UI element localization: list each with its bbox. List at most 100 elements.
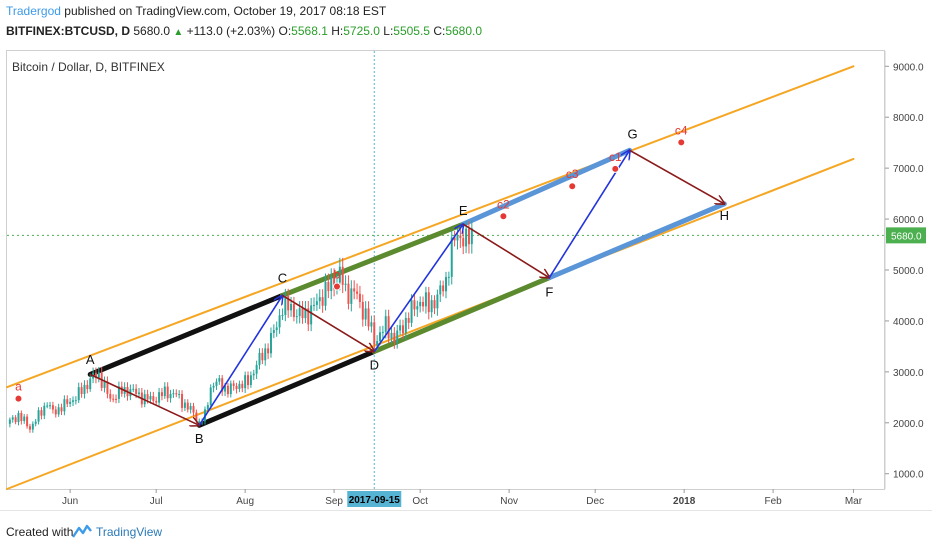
wave-point-label-g: G bbox=[627, 127, 637, 142]
candle-body bbox=[235, 385, 238, 389]
candle-body bbox=[135, 388, 138, 394]
candle-body bbox=[427, 292, 430, 313]
candle-body bbox=[31, 423, 34, 430]
candle-body bbox=[20, 413, 23, 421]
candle-body bbox=[60, 407, 63, 412]
candle-body bbox=[183, 402, 186, 408]
candle-body bbox=[26, 416, 29, 427]
candle-body bbox=[77, 387, 80, 401]
candle-body bbox=[158, 392, 161, 403]
candle-body bbox=[8, 419, 11, 424]
candle-body bbox=[269, 333, 272, 354]
candle-body bbox=[272, 330, 275, 334]
marker-label-c1: c1 bbox=[609, 150, 622, 164]
candle-body bbox=[301, 308, 304, 319]
x-tick-label: Aug bbox=[236, 496, 254, 507]
candle-body bbox=[146, 394, 149, 400]
marker-label-b: b bbox=[334, 268, 341, 282]
candle-body bbox=[275, 327, 278, 331]
x-tick-label: Mar bbox=[845, 496, 863, 507]
candle-body bbox=[83, 384, 86, 394]
candle-body bbox=[341, 266, 344, 285]
wave-point-label-f: F bbox=[545, 284, 553, 299]
candle-body bbox=[181, 393, 184, 408]
x-tick-label: Oct bbox=[412, 496, 428, 507]
chart-header: Tradergod published on TradingView.com, … bbox=[0, 0, 932, 44]
candle-body bbox=[465, 228, 468, 247]
candle-body bbox=[315, 301, 318, 305]
candle-body bbox=[34, 421, 37, 424]
author-link[interactable]: Tradergod bbox=[6, 4, 61, 18]
candle-body bbox=[267, 348, 270, 354]
candle-body bbox=[321, 297, 324, 306]
candle-body bbox=[422, 301, 425, 307]
candle-body bbox=[14, 417, 17, 423]
candle-body bbox=[298, 308, 301, 317]
candle-body bbox=[330, 276, 333, 292]
candle-body bbox=[401, 325, 404, 334]
candle-body bbox=[97, 372, 100, 379]
candle-body bbox=[155, 400, 158, 403]
candle-body bbox=[221, 378, 224, 392]
candle-body bbox=[333, 276, 336, 290]
candle-body bbox=[264, 348, 267, 361]
candle-body bbox=[281, 314, 284, 316]
candle-body bbox=[192, 406, 195, 413]
y-tick-label: 1000.0 bbox=[893, 470, 924, 481]
candle-body bbox=[456, 235, 459, 241]
candle-body bbox=[324, 281, 327, 306]
candle-body bbox=[238, 383, 241, 389]
y-tick-label: 3000.0 bbox=[893, 368, 924, 379]
marker-dot-c1 bbox=[611, 164, 620, 173]
channel-line-orange bbox=[6, 157, 855, 490]
candle-body bbox=[49, 405, 52, 407]
candle-body bbox=[433, 300, 436, 309]
candle-body bbox=[424, 292, 427, 307]
candle-body bbox=[347, 283, 350, 304]
price-chart[interactable]: Bitcoin / Dollar, D, BITFINEX 1000.0 2000.… bbox=[0, 0, 932, 510]
candle-body bbox=[278, 315, 281, 328]
candle-body bbox=[384, 316, 387, 332]
candle-body bbox=[17, 413, 20, 423]
wave-point-label-b: B bbox=[195, 431, 204, 446]
candle-body bbox=[367, 308, 370, 327]
candle-body bbox=[379, 332, 382, 342]
candle-body bbox=[120, 386, 123, 394]
x-tick-label: Jun bbox=[62, 496, 78, 507]
candle-body bbox=[284, 296, 287, 315]
candle-body bbox=[40, 410, 43, 416]
candle-body bbox=[229, 383, 232, 395]
open-value: 5568.1 bbox=[291, 24, 328, 38]
candle-body bbox=[46, 405, 49, 407]
candle-body bbox=[117, 386, 120, 399]
candle-body bbox=[467, 228, 470, 245]
wave-arrow-down bbox=[629, 149, 725, 203]
channel-line-black bbox=[87, 292, 285, 377]
candle-body bbox=[241, 383, 244, 389]
candle-body bbox=[396, 330, 399, 343]
candle-body bbox=[212, 385, 215, 388]
candle-body bbox=[186, 402, 189, 410]
candle-body bbox=[436, 294, 439, 309]
candle-body bbox=[376, 341, 379, 345]
open-label: O: bbox=[278, 24, 292, 38]
candle-body bbox=[172, 393, 175, 395]
high-value: 5725.0 bbox=[343, 24, 380, 38]
candle-body bbox=[112, 398, 115, 400]
candle-body bbox=[255, 364, 258, 374]
low-label: L: bbox=[383, 24, 394, 38]
candle-body bbox=[442, 285, 445, 292]
tradingview-link[interactable]: TradingView bbox=[96, 525, 163, 539]
candle-body bbox=[287, 296, 290, 311]
candle-body bbox=[470, 228, 473, 245]
x-tick-label: Sep bbox=[325, 496, 343, 507]
candle-body bbox=[169, 393, 172, 399]
close-value: 5680.0 bbox=[445, 24, 483, 38]
tradingview-logo-icon[interactable] bbox=[72, 523, 92, 544]
candle-body bbox=[404, 318, 407, 334]
candle-body bbox=[453, 237, 456, 241]
candle-body bbox=[175, 393, 178, 395]
wave-point-label-d: D bbox=[370, 357, 379, 372]
channel-line-green bbox=[371, 275, 552, 354]
channel-line-blue bbox=[460, 147, 633, 227]
